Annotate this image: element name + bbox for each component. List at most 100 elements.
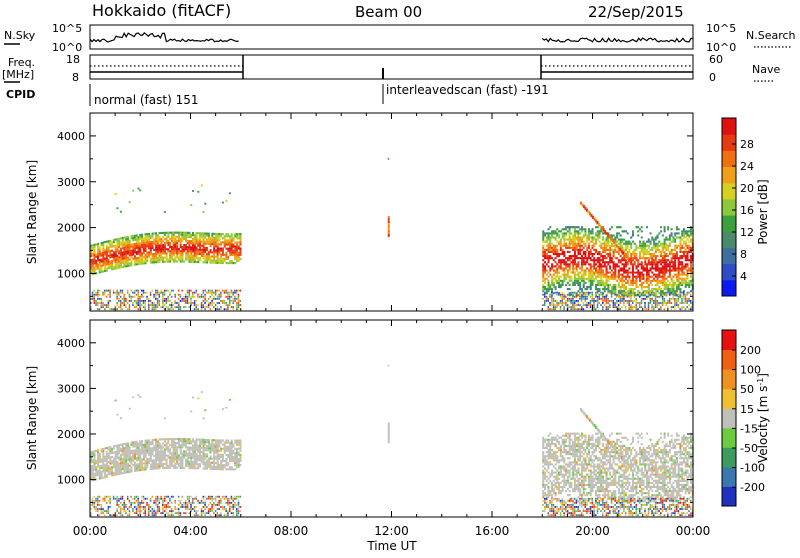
power-cell bbox=[567, 263, 569, 265]
power-cell bbox=[586, 234, 588, 236]
power-cell bbox=[579, 304, 581, 306]
power-cell bbox=[238, 254, 240, 256]
power-cell bbox=[583, 261, 585, 263]
power-cell bbox=[595, 294, 597, 296]
power-cell bbox=[204, 249, 206, 251]
power-cell bbox=[679, 282, 681, 284]
power-cell bbox=[194, 259, 196, 261]
power-cell bbox=[164, 238, 166, 240]
power-cell bbox=[130, 290, 132, 292]
power-cell bbox=[167, 248, 169, 250]
power-cell bbox=[211, 251, 213, 253]
velocity-cell bbox=[203, 468, 205, 470]
power-cell bbox=[648, 286, 650, 288]
power-cell bbox=[185, 259, 187, 261]
power-cell bbox=[116, 207, 118, 209]
power-cell bbox=[574, 261, 576, 263]
power-cell bbox=[211, 239, 213, 241]
power-cell bbox=[542, 253, 544, 255]
power-cell bbox=[106, 259, 108, 261]
velocity-cell bbox=[102, 477, 104, 479]
power-cell bbox=[607, 284, 609, 286]
power-cell bbox=[99, 267, 101, 269]
power-cell bbox=[238, 298, 240, 300]
velocity-cell bbox=[190, 442, 192, 444]
power-cell bbox=[199, 236, 201, 238]
power-cell bbox=[604, 300, 606, 302]
velocity-cell bbox=[118, 463, 120, 465]
power-cell bbox=[199, 296, 201, 298]
power-cell bbox=[567, 269, 569, 271]
velocity-cell bbox=[137, 451, 139, 453]
power-cell bbox=[229, 292, 231, 294]
power-cell bbox=[664, 288, 666, 290]
velocity-cell bbox=[125, 455, 127, 457]
power-cell bbox=[174, 232, 176, 234]
power-cell bbox=[686, 253, 688, 255]
power-cell bbox=[127, 308, 129, 310]
velocity-cell bbox=[137, 506, 139, 508]
power-cell bbox=[132, 302, 134, 304]
power-cell bbox=[173, 308, 175, 310]
power-cell bbox=[651, 253, 653, 255]
velocity-cell bbox=[137, 453, 139, 455]
velocity-cell bbox=[159, 498, 161, 500]
velocity-cell bbox=[153, 508, 155, 510]
power-cell bbox=[551, 292, 553, 294]
power-cell bbox=[190, 248, 192, 250]
power-cell bbox=[565, 304, 567, 306]
velocity-cell bbox=[171, 465, 173, 467]
velocity-cell bbox=[122, 460, 124, 462]
velocity-cell bbox=[150, 460, 152, 462]
velocity-cell bbox=[99, 453, 101, 455]
velocity-cell bbox=[102, 508, 104, 510]
power-cell bbox=[232, 254, 234, 256]
power-cell bbox=[208, 239, 210, 241]
power-cell bbox=[644, 267, 646, 269]
velocity-cell bbox=[187, 442, 189, 444]
velocity-cell bbox=[173, 450, 175, 452]
power-cell bbox=[113, 251, 115, 253]
nsearch-tick-top: 10^5 bbox=[706, 22, 736, 35]
velocity-cell bbox=[127, 459, 129, 461]
power-cell bbox=[155, 290, 157, 292]
power-cell bbox=[569, 294, 571, 296]
power-cell bbox=[635, 245, 637, 247]
power-cell bbox=[569, 288, 571, 290]
power-cell bbox=[604, 265, 606, 267]
power-cell bbox=[97, 266, 99, 268]
power-cell bbox=[132, 190, 134, 192]
power-cell bbox=[116, 308, 118, 310]
velocity-cell bbox=[134, 512, 136, 514]
power-cell bbox=[556, 274, 558, 276]
power-cell bbox=[597, 251, 599, 253]
power-cell bbox=[635, 265, 637, 267]
power-cell bbox=[542, 259, 544, 261]
velocity-cell bbox=[169, 463, 171, 465]
power-cell bbox=[231, 239, 233, 241]
power-cell bbox=[231, 246, 233, 248]
power-cell bbox=[560, 249, 562, 251]
power-cell bbox=[99, 247, 101, 249]
power-cell bbox=[210, 290, 212, 292]
velocity-cell bbox=[174, 442, 176, 444]
power-cell bbox=[213, 237, 215, 239]
power-cell bbox=[625, 241, 627, 243]
power-cell bbox=[187, 250, 189, 252]
date-title: 22/Sep/2015 bbox=[588, 3, 684, 21]
power-cell bbox=[145, 235, 147, 237]
power-cell bbox=[130, 246, 132, 248]
power-cell bbox=[215, 304, 217, 306]
velocity-cell bbox=[174, 456, 176, 458]
power-cell bbox=[669, 298, 671, 300]
power-cell bbox=[676, 257, 678, 259]
power-cell bbox=[574, 249, 576, 251]
velocity-cell bbox=[162, 465, 164, 467]
power-cell bbox=[565, 274, 567, 276]
power-cell bbox=[152, 257, 154, 259]
power-cell bbox=[187, 246, 189, 248]
power-cell bbox=[136, 241, 138, 243]
velocity-cell bbox=[206, 455, 208, 457]
power-cell bbox=[180, 306, 182, 308]
power-cell bbox=[570, 280, 572, 282]
